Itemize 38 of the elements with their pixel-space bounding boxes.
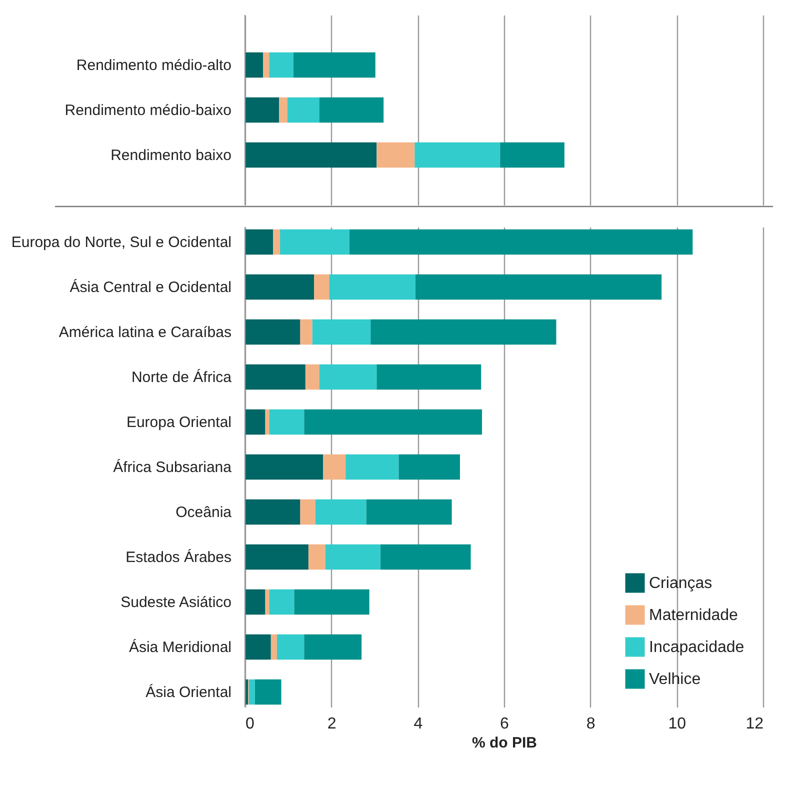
- x-tick-label: 2: [327, 716, 336, 732]
- bar: [269, 52, 294, 78]
- bar: [279, 97, 288, 123]
- bar: [263, 52, 270, 78]
- y-tick-label: Ásia Meridional: [128, 638, 232, 656]
- y-tick-label: Ásia Central e Ocidental: [70, 278, 232, 296]
- bar: [376, 142, 415, 168]
- legend-label: Maternidade: [649, 607, 738, 624]
- y-tick-label: Sudeste Asiático: [120, 594, 232, 611]
- x-tick-label: 8: [586, 716, 596, 732]
- y-tick-label: Rendimento médio-baixo: [64, 102, 232, 119]
- legend-label: Crianças: [649, 575, 712, 592]
- bar: [293, 52, 376, 78]
- legend-label: Incapacidade: [649, 639, 744, 656]
- y-tick-label: Europa do Norte, Sul e Ocidental: [11, 234, 232, 251]
- bar: [414, 142, 500, 168]
- bar: [500, 142, 564, 168]
- bar: [245, 97, 280, 123]
- x-tick-label: 12: [746, 716, 764, 732]
- y-tick-label: África Subsariana: [113, 458, 232, 476]
- y-tick-label: Estados Árabes: [126, 548, 232, 566]
- x-axis-title: % do PIB: [472, 734, 538, 752]
- y-tick-label: América latina e Caraíbas: [58, 324, 232, 341]
- bar: [319, 97, 384, 123]
- y-tick-label: Rendimento médio-alto: [76, 57, 232, 74]
- legend-label: Velhice: [649, 671, 701, 688]
- y-tick-label: Norte de África: [131, 368, 232, 386]
- y-tick-label: Ásia Oriental: [146, 683, 232, 701]
- y-tick-label: Oceânia: [176, 504, 232, 521]
- x-tick-label: 6: [500, 716, 510, 732]
- x-tick-label: 10: [668, 716, 686, 732]
- x-tick-label: 4: [414, 716, 423, 732]
- bar: [245, 52, 264, 78]
- x-tick-label: 0: [246, 716, 254, 732]
- y-tick-label: Europa Oriental: [126, 414, 232, 431]
- y-tick-label: Rendimento baixo: [110, 147, 232, 164]
- bar: [245, 142, 377, 168]
- bar: [287, 97, 320, 123]
